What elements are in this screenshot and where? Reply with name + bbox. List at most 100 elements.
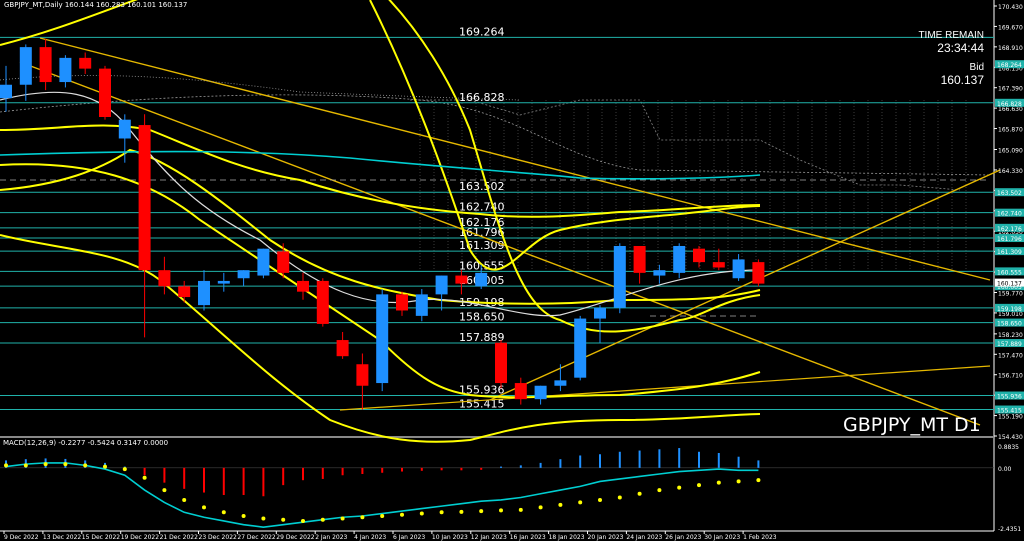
price-tick-label: 162.050 (998, 229, 1023, 236)
candle-body (39, 47, 52, 83)
price-highlight (995, 405, 1024, 414)
candle-body (79, 57, 92, 69)
price-highlight-label: 159.198 (997, 306, 1022, 313)
level-label: 161.796 (459, 226, 505, 239)
candle-body (673, 245, 686, 273)
level-label: 162.740 (459, 201, 505, 214)
candle-body (514, 383, 527, 400)
candle (514, 377, 527, 405)
candle (118, 114, 131, 163)
price-tick-label: 159.770 (998, 290, 1023, 297)
price-tick-label: 157.470 (998, 352, 1023, 359)
macd-signal-dot (578, 500, 583, 505)
date-label: 26 Jan 2023 (665, 534, 701, 541)
candle (237, 270, 250, 287)
level-label: 162.176 (459, 216, 505, 229)
date-label: 20 Jan 2023 (588, 534, 624, 541)
candle (673, 243, 686, 279)
candle (653, 264, 666, 284)
candle-body (613, 245, 626, 308)
candle-body (138, 125, 151, 271)
macd-signal-dot (202, 505, 206, 510)
trendline-up-1 (339, 365, 991, 411)
bid-label: Bid (969, 62, 984, 73)
price-highlight-label: 162.740 (997, 211, 1022, 218)
macd-signal-dot (182, 497, 187, 502)
current-price-label: 160.137 (997, 281, 1022, 288)
level-label: 155.936 (459, 384, 505, 397)
date-label: 1 Feb 2023 (743, 534, 777, 541)
candle (435, 275, 448, 311)
price-highlight (995, 188, 1024, 197)
candle-body (554, 380, 567, 386)
candle (554, 364, 567, 392)
candle (336, 331, 349, 359)
macd-signal-dot (380, 514, 385, 519)
price-tick-label: 168.910 (998, 45, 1023, 52)
macd-signal-dot (419, 511, 424, 516)
candle (613, 243, 626, 314)
price-tick-label: 169.670 (998, 24, 1023, 31)
band-line (0, 148, 761, 305)
price-tick-label: 154.430 (998, 434, 1023, 441)
macd-signal-dot (301, 518, 305, 523)
candle (534, 385, 547, 405)
cloud-lower (0, 94, 991, 176)
macd-signal-dot (697, 483, 701, 488)
candle-body (633, 245, 646, 273)
candle (594, 305, 606, 343)
candle (59, 55, 72, 88)
macd-signal-dot (142, 475, 147, 480)
candle-body (396, 294, 408, 311)
bid-value: 160.137 (940, 73, 984, 87)
price-tick-label: 155.190 (998, 414, 1023, 421)
candle-body (415, 294, 428, 316)
price-highlight (995, 98, 1024, 107)
ma-line-cyan (0, 150, 761, 180)
price-highlight (995, 60, 1024, 69)
candle (198, 270, 210, 311)
level-label: 158.650 (459, 311, 505, 324)
candle-body (534, 385, 547, 400)
price-tick-label: 166.630 (998, 106, 1023, 113)
candle-body (653, 270, 666, 276)
chart-header: GBPJPY_MT,Daily 160.144 160.283 160.101 … (4, 1, 188, 9)
date-label: 6 Jan 2023 (393, 534, 425, 541)
candle (0, 65, 12, 112)
macd-signal-dot (23, 463, 28, 468)
macd-tick-label: 0.00 (998, 466, 1012, 473)
price-highlight-label: 155.936 (997, 394, 1022, 401)
price-highlight-label: 160.005 (997, 284, 1022, 291)
candle (475, 264, 488, 289)
date-label: 18 Jan 2023 (549, 534, 585, 541)
trendline-down-1 (39, 37, 991, 281)
candle (39, 39, 52, 91)
date-label: 16 Jan 2023 (510, 534, 546, 541)
price-highlight-label: 162.176 (997, 226, 1022, 233)
candle-body (455, 275, 468, 284)
macd-signal-dot (677, 485, 682, 490)
macd-signal-dot (479, 509, 484, 514)
date-label: 30 Jan 2023 (704, 534, 740, 541)
candle-body (594, 307, 606, 319)
candle-body (237, 270, 250, 279)
price-tick-label: 170.430 (998, 4, 1023, 11)
candle-body (376, 294, 389, 384)
date-label: 10 Jan 2023 (432, 534, 468, 541)
price-highlight-label: 161.796 (997, 236, 1022, 243)
date-label: 2 Jan 2023 (315, 534, 347, 541)
candle (693, 245, 705, 268)
macd-signal-dot (43, 462, 48, 467)
macd-signal-dot (637, 491, 642, 496)
macd-tick-label: -2.4351 (998, 526, 1021, 533)
candle (217, 272, 230, 292)
level-label: 163.502 (459, 180, 505, 193)
candle (396, 291, 408, 316)
candle-body (574, 318, 587, 378)
macd-signal-dot (241, 514, 246, 519)
date-label: 19 Dec 2022 (121, 534, 160, 541)
level-label: 161.309 (459, 239, 505, 252)
macd-signal-dot (83, 463, 88, 468)
band-line (0, 0, 761, 333)
